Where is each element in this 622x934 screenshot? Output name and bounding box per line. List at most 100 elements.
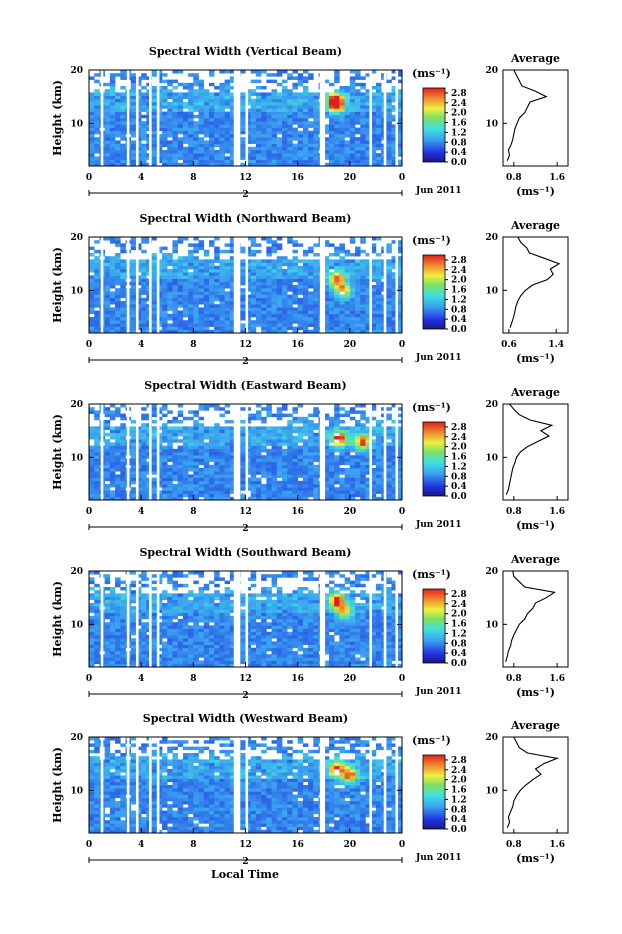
panel-2: Spectral Width (Eastward Beam)2010Height… bbox=[51, 379, 568, 534]
data-gap bbox=[127, 737, 130, 833]
y-tick-label: 10 bbox=[70, 453, 83, 463]
average-y-tick-label: 10 bbox=[485, 620, 498, 630]
colorbar-tick-label: 1.2 bbox=[451, 629, 467, 639]
average-x-tick-label: 0.8 bbox=[506, 674, 522, 684]
date-label: Jun 2011 bbox=[415, 353, 462, 363]
x-tick-label: 12 bbox=[239, 840, 252, 850]
colorbar-tick-label: 2.4 bbox=[451, 433, 467, 443]
colorbar-tick-label: 2.0 bbox=[451, 610, 467, 620]
colorbar bbox=[423, 755, 445, 829]
date-label: Jun 2011 bbox=[415, 687, 462, 697]
colorbar-tick-label: 0.8 bbox=[451, 639, 467, 649]
data-gap bbox=[157, 237, 160, 333]
day-marker: 2 bbox=[242, 524, 248, 534]
data-gap bbox=[234, 571, 241, 667]
data-gap bbox=[101, 571, 104, 667]
y-axis-label: Height (km) bbox=[51, 80, 64, 156]
average-profile-line bbox=[510, 237, 559, 328]
x-tick-label: 20 bbox=[344, 340, 357, 350]
data-gap bbox=[369, 571, 372, 667]
x-tick-label: 0 bbox=[86, 340, 92, 350]
colorbar-unit: (ms⁻¹) bbox=[412, 401, 451, 414]
colorbar-tick-label: 1.2 bbox=[451, 795, 467, 805]
average-x-tick-label: 0.8 bbox=[506, 173, 522, 183]
x-tick-label: 4 bbox=[138, 173, 144, 183]
y-axis-label: Height (km) bbox=[51, 414, 64, 490]
x-tick-label: 20 bbox=[344, 840, 357, 850]
colorbar-tick-label: 0.4 bbox=[451, 315, 467, 325]
average-y-tick-label: 10 bbox=[485, 453, 498, 463]
data-gap bbox=[101, 404, 104, 500]
colorbar-tick-label: 0.8 bbox=[451, 805, 467, 815]
average-frame bbox=[503, 571, 568, 667]
panel-title: Spectral Width (Southward Beam) bbox=[139, 546, 351, 559]
x-tick-label: 0 bbox=[86, 674, 92, 684]
colorbar bbox=[423, 422, 445, 496]
colorbar-tick-label: 2.8 bbox=[451, 256, 467, 266]
average-x-tick-label: 1.4 bbox=[548, 340, 564, 350]
data-gap bbox=[234, 737, 241, 833]
colorbar-tick-label: 2.0 bbox=[451, 443, 467, 453]
x-tick-label: 0 bbox=[399, 507, 405, 517]
data-gap bbox=[384, 404, 387, 500]
average-profile-line bbox=[506, 571, 555, 662]
colorbar-tick-label: 1.6 bbox=[451, 286, 467, 296]
heatmap-field bbox=[89, 237, 402, 333]
x-tick-label: 16 bbox=[291, 173, 304, 183]
panel-1: Spectral Width (Northward Beam)2010Heigh… bbox=[51, 212, 568, 367]
day-marker: 2 bbox=[242, 857, 248, 867]
data-gap bbox=[234, 237, 241, 333]
data-gap bbox=[384, 70, 387, 166]
data-gap bbox=[369, 237, 372, 333]
data-gap bbox=[369, 404, 372, 500]
date-label: Jun 2011 bbox=[415, 853, 462, 863]
data-gap bbox=[246, 571, 249, 667]
day-marker: 2 bbox=[242, 190, 248, 200]
x-tick-label: 8 bbox=[190, 507, 196, 517]
x-tick-label: 0 bbox=[86, 507, 92, 517]
average-profile-line bbox=[506, 404, 552, 495]
heatmap-field bbox=[89, 70, 402, 166]
colorbar-tick-label: 0.0 bbox=[451, 158, 467, 168]
y-tick-label: 20 bbox=[70, 400, 83, 410]
average-y-tick-label: 10 bbox=[485, 786, 498, 796]
panel-title: Spectral Width (Vertical Beam) bbox=[149, 45, 342, 58]
colorbar-tick-label: 2.4 bbox=[451, 766, 467, 776]
data-gap bbox=[149, 737, 152, 833]
colorbar-tick-label: 2.4 bbox=[451, 266, 467, 276]
x-tick-label: 0 bbox=[86, 840, 92, 850]
y-tick-label: 20 bbox=[70, 567, 83, 577]
data-gap bbox=[320, 237, 325, 333]
x-tick-label: 0 bbox=[399, 674, 405, 684]
x-tick-label: 4 bbox=[138, 840, 144, 850]
y-tick-label: 10 bbox=[70, 786, 83, 796]
y-axis-label: Height (km) bbox=[51, 247, 64, 323]
average-frame bbox=[503, 404, 568, 500]
average-title: Average bbox=[510, 553, 560, 566]
day-marker: 2 bbox=[242, 691, 248, 701]
x-tick-label: 12 bbox=[239, 674, 252, 684]
average-profile-line bbox=[507, 70, 546, 161]
x-axis-label: Local Time bbox=[211, 868, 279, 881]
y-tick-label: 20 bbox=[70, 66, 83, 76]
x-tick-label: 0 bbox=[86, 173, 92, 183]
data-gap bbox=[384, 571, 387, 667]
y-tick-label: 10 bbox=[70, 620, 83, 630]
y-tick-label: 20 bbox=[70, 733, 83, 743]
colorbar-tick-label: 1.6 bbox=[451, 620, 467, 630]
data-gap bbox=[127, 404, 130, 500]
y-tick-label: 10 bbox=[70, 286, 83, 296]
x-tick-label: 4 bbox=[138, 507, 144, 517]
colorbar-tick-label: 2.8 bbox=[451, 590, 467, 600]
colorbar-tick-label: 0.8 bbox=[451, 138, 467, 148]
average-y-tick-label: 20 bbox=[485, 66, 498, 76]
data-gap bbox=[395, 571, 398, 667]
y-axis-label: Height (km) bbox=[51, 747, 64, 823]
average-x-tick-label: 0.8 bbox=[506, 840, 522, 850]
data-gap bbox=[395, 737, 398, 833]
colorbar-tick-label: 0.0 bbox=[451, 325, 467, 335]
colorbar-tick-label: 1.2 bbox=[451, 128, 467, 138]
data-gap bbox=[234, 70, 241, 166]
colorbar-tick-label: 1.6 bbox=[451, 786, 467, 796]
data-gap bbox=[149, 571, 152, 667]
